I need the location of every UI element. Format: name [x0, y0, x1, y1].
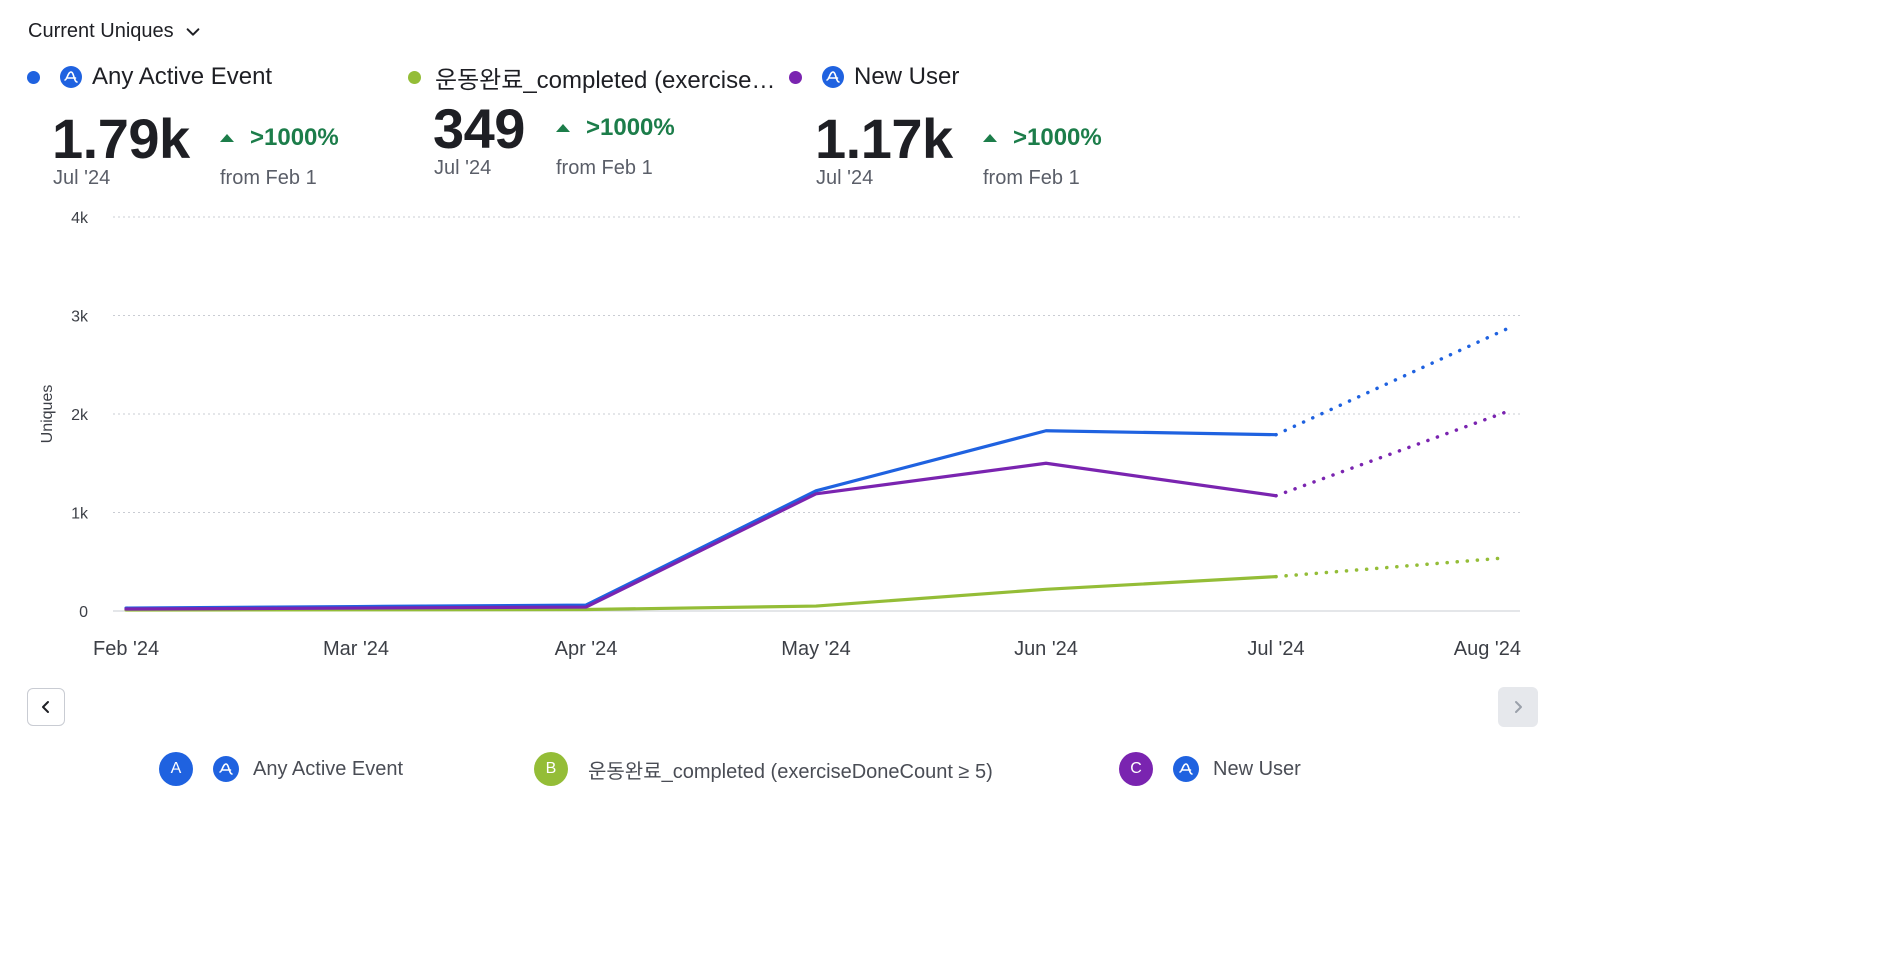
y-tick-label: 2k: [71, 407, 89, 424]
x-tick-label: Apr '24: [555, 638, 618, 660]
y-tick-label: 3k: [71, 309, 89, 326]
line-chart: 0 1k 2k 3k 4k Uniques Feb '24 Mar '24 Apr '24 May…: [39, 210, 1521, 660]
kpi-exercise-completed: 운동완료_completed (exercise…: [408, 60, 775, 95]
legend-label: 운동완료_completed (exerciseDoneCount ≥ 5): [588, 760, 993, 783]
y-axis-label: Uniques: [39, 385, 56, 444]
kpi-new-user: New User: [789, 63, 959, 91]
series-line: [124, 429, 1278, 610]
legend-badge: B: [534, 752, 568, 786]
chevron-left-icon: [42, 701, 49, 713]
amplitude-icon: [1173, 756, 1199, 782]
series-projection: [1274, 410, 1508, 498]
kpi-change: >1000%: [220, 124, 339, 152]
arrow-up-icon: [983, 134, 997, 142]
arrow-up-icon: [220, 134, 234, 142]
legend-item-b[interactable]: B 운동완료_completed (exerciseDoneCount ≥ 5): [534, 752, 993, 786]
kpi-date: Jul '24: [53, 167, 111, 189]
kpi-title: New User: [854, 63, 960, 90]
metric-selector-label: Current Uniques: [28, 20, 174, 42]
chevron-down-icon: [186, 27, 200, 36]
kpi-from: from Feb 1: [220, 167, 317, 189]
series-projection: [1274, 327, 1508, 437]
next-page-button[interactable]: [1498, 687, 1538, 727]
kpi-any-active-event: Any Active Event: [27, 63, 272, 91]
y-tick-label: 0: [79, 604, 88, 621]
series-projection: [1274, 556, 1508, 579]
arrow-up-icon: [556, 124, 570, 132]
kpi-date: Jul '24: [816, 167, 874, 189]
series-line: [124, 461, 1278, 611]
kpi-change-value: >1000%: [586, 114, 675, 141]
kpi-title: Any Active Event: [92, 63, 273, 90]
x-tick-label: May '24: [781, 638, 850, 660]
legend-item-c[interactable]: C New User: [1119, 752, 1301, 786]
x-tick-label: Mar '24: [323, 638, 389, 660]
kpi-change: >1000%: [983, 124, 1102, 152]
y-tick-label: 4k: [71, 210, 89, 227]
prev-page-button[interactable]: [27, 688, 65, 726]
y-tick-label: 1k: [71, 506, 89, 523]
legend-label: Any Active Event: [253, 757, 404, 780]
legend-item-a[interactable]: A Any Active Event: [159, 752, 403, 786]
x-tick-label: Feb '24: [93, 638, 159, 660]
series-color-dot: [408, 71, 421, 84]
kpi-title: 운동완료_completed (exercise…: [435, 67, 776, 94]
kpi-date: Jul '24: [434, 157, 492, 179]
x-tick-label: Aug '24: [1454, 638, 1521, 660]
kpi-change-value: >1000%: [1013, 124, 1102, 151]
kpi-value: 349: [433, 97, 525, 160]
x-tick-label: Jul '24: [1247, 638, 1304, 660]
series-line: [124, 575, 1278, 612]
amplitude-icon: [60, 66, 82, 88]
kpi-from: from Feb 1: [556, 157, 653, 179]
chevron-right-icon: [1515, 701, 1522, 713]
metric-selector[interactable]: Current Uniques: [28, 20, 202, 43]
legend-badge: C: [1119, 752, 1153, 786]
kpi-change-value: >1000%: [250, 124, 339, 151]
x-tick-label: Jun '24: [1014, 638, 1078, 660]
kpi-from: from Feb 1: [983, 167, 1080, 189]
kpi-value: 1.79k: [52, 107, 190, 170]
kpi-value: 1.17k: [815, 107, 953, 170]
amplitude-icon: [822, 66, 844, 88]
legend-label: New User: [1213, 757, 1301, 780]
kpi-change: >1000%: [556, 114, 675, 142]
amplitude-icon: [213, 756, 239, 782]
series-color-dot: [789, 70, 802, 84]
legend-badge: A: [159, 752, 193, 786]
series-color-dot: [27, 70, 40, 84]
